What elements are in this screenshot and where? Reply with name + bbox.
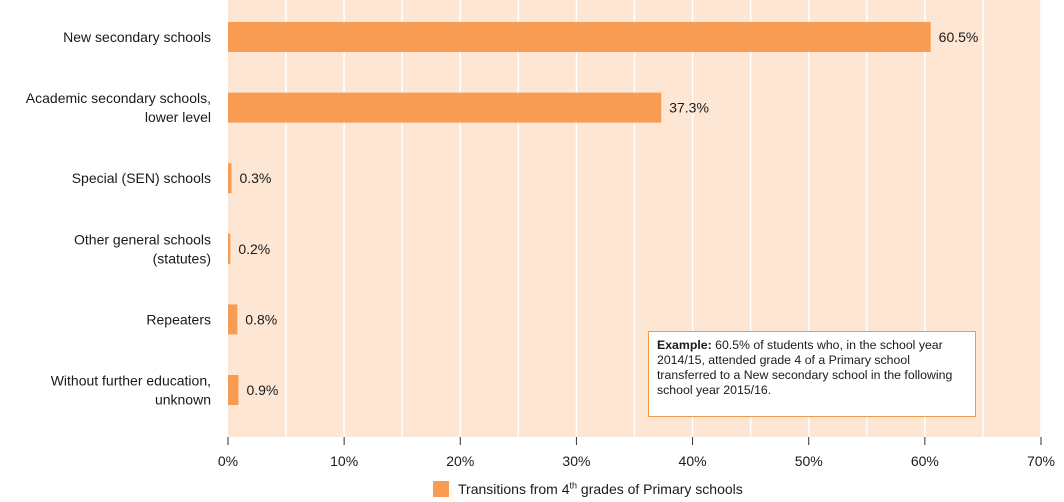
bars [228, 22, 931, 405]
category-label: lower level [145, 109, 211, 125]
data-label: 60.5% [939, 29, 979, 45]
data-label: 37.3% [669, 100, 709, 116]
category-label: (statutes) [153, 250, 211, 266]
x-axis-tick-labels: 0% 10% 20% 30% 40% 50% 60% 70% [218, 437, 1055, 469]
category-label: New secondary schools [63, 29, 211, 45]
data-label: 0.3% [239, 170, 271, 186]
category-label: Without further education, [51, 373, 211, 389]
category-labels: New secondary schools Academic secondary … [26, 29, 211, 408]
legend-label: Transitions from 4th grades of Primary s… [458, 480, 743, 497]
bar [228, 304, 238, 335]
bar [228, 375, 239, 405]
x-tick-label: 60% [911, 453, 939, 469]
x-tick-label: 30% [562, 453, 590, 469]
legend: Transitions from 4th grades of Primary s… [433, 479, 743, 499]
example-annotation: Example: 60.5% of students who, in the s… [648, 331, 976, 417]
bar-chart: New secondary schools Academic secondary … [26, 0, 1055, 469]
annotation-lead: Example: [657, 338, 712, 352]
data-labels: 60.5% 37.3% 0.3% 0.2% 0.8% 0.9% [238, 29, 978, 398]
x-tick-label: 70% [1027, 453, 1055, 469]
x-tick-label: 40% [679, 453, 707, 469]
legend-swatch [433, 481, 449, 497]
x-tick-label: 10% [330, 453, 358, 469]
bar [228, 233, 231, 264]
bar [228, 92, 662, 123]
annotation-text: 60.5% of students who, in the school yea… [657, 338, 953, 397]
bar [228, 22, 931, 52]
data-label: 0.2% [238, 241, 270, 257]
data-label: 0.9% [246, 382, 278, 398]
category-label: unknown [155, 392, 211, 408]
x-tick-label: 0% [218, 453, 238, 469]
category-label: Special (SEN) schools [72, 170, 211, 186]
data-label: 0.8% [245, 311, 277, 327]
x-tick-label: 20% [446, 453, 474, 469]
x-tick-label: 50% [795, 453, 823, 469]
category-label: Academic secondary schools, [26, 90, 211, 106]
category-label: Repeaters [146, 311, 211, 327]
category-label: Other general schools [74, 231, 211, 247]
bar [228, 163, 232, 194]
